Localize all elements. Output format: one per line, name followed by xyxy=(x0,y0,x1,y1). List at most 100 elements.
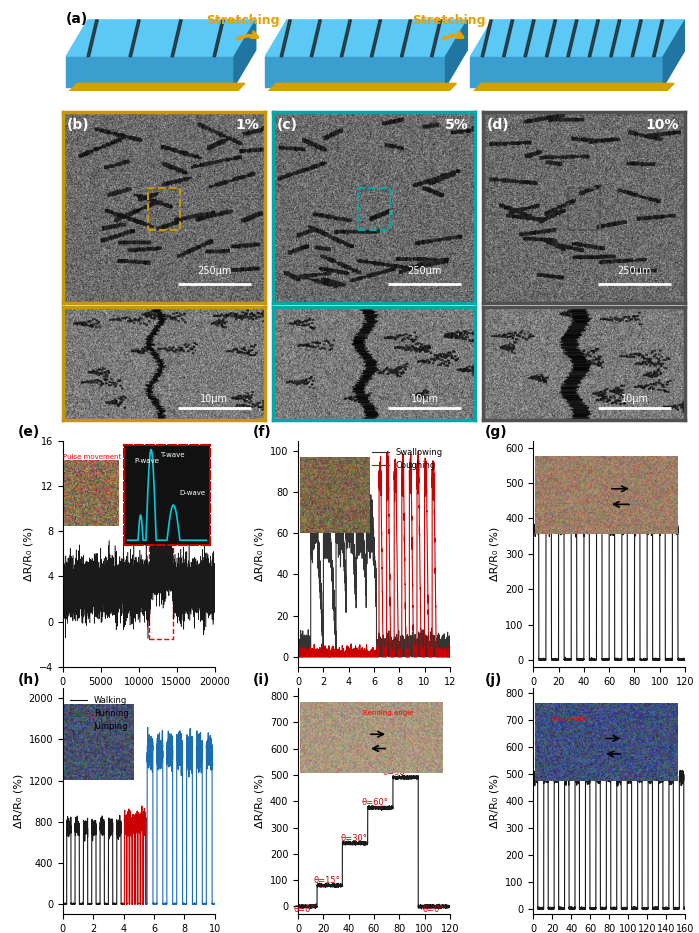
Line: Jumping: Jumping xyxy=(146,728,215,904)
Line: Swallowing: Swallowing xyxy=(298,482,450,657)
Running xyxy=(125,898,134,910)
Polygon shape xyxy=(66,83,245,95)
Polygon shape xyxy=(431,20,442,57)
Coughing xyxy=(311,648,319,660)
Y-axis label: ΔR/R₀ (%): ΔR/R₀ (%) xyxy=(489,774,500,829)
Polygon shape xyxy=(129,20,140,57)
Text: (f): (f) xyxy=(252,425,271,439)
Text: (d): (d) xyxy=(487,118,510,132)
Text: θ=90°: θ=90° xyxy=(382,768,409,777)
Text: 250μm: 250μm xyxy=(197,266,231,276)
Running xyxy=(130,828,138,839)
Polygon shape xyxy=(503,20,514,57)
Swallowing xyxy=(442,646,451,657)
Swallowing xyxy=(311,530,319,541)
Polygon shape xyxy=(470,57,663,87)
Jumping xyxy=(210,898,219,910)
Text: 250μm: 250μm xyxy=(408,266,442,276)
Polygon shape xyxy=(265,83,456,95)
Polygon shape xyxy=(87,20,99,57)
Swallowing xyxy=(320,518,329,529)
Bar xyxy=(149,542,173,639)
Line: Walking: Walking xyxy=(63,815,124,904)
Coughing xyxy=(446,651,454,662)
Text: (j): (j) xyxy=(484,673,502,687)
Polygon shape xyxy=(171,20,182,57)
Polygon shape xyxy=(589,20,600,57)
Walking xyxy=(89,819,98,830)
Polygon shape xyxy=(234,20,256,87)
Y-axis label: ΔR/R₀ (%): ΔR/R₀ (%) xyxy=(13,774,23,829)
Text: 10μm: 10μm xyxy=(201,394,229,404)
Y-axis label: ΔR/R₀ (%): ΔR/R₀ (%) xyxy=(489,527,500,581)
Polygon shape xyxy=(653,20,664,57)
Polygon shape xyxy=(310,20,322,57)
Running xyxy=(120,898,128,910)
Running xyxy=(135,818,143,829)
Polygon shape xyxy=(567,20,578,57)
Jumping xyxy=(168,731,176,742)
Bar xyxy=(568,188,600,230)
Coughing xyxy=(359,645,367,656)
Jumping xyxy=(142,898,150,910)
Text: (g): (g) xyxy=(484,425,507,439)
Text: θ=60°: θ=60° xyxy=(362,798,389,807)
Y-axis label: ΔR/R₀ (%): ΔR/R₀ (%) xyxy=(23,527,34,581)
Walking xyxy=(120,898,128,910)
Running xyxy=(138,801,146,812)
Polygon shape xyxy=(66,20,256,57)
Walking xyxy=(101,898,109,910)
Polygon shape xyxy=(265,20,468,57)
Polygon shape xyxy=(610,20,621,57)
Swallowing xyxy=(322,477,331,488)
Text: 250μm: 250μm xyxy=(617,266,651,276)
Polygon shape xyxy=(445,20,468,87)
Polygon shape xyxy=(470,20,685,57)
Polygon shape xyxy=(213,20,224,57)
Text: 5%: 5% xyxy=(445,118,469,132)
Polygon shape xyxy=(470,83,674,95)
X-axis label: Time (s): Time (s) xyxy=(586,692,632,703)
Polygon shape xyxy=(524,20,535,57)
Jumping xyxy=(189,898,197,909)
Y-axis label: ΔR/R₀ (%): ΔR/R₀ (%) xyxy=(254,527,264,581)
Bar xyxy=(147,188,180,230)
Coughing xyxy=(415,445,423,456)
X-axis label: Time (ms): Time (ms) xyxy=(110,692,167,703)
Text: (b): (b) xyxy=(67,118,89,132)
Jumping xyxy=(143,722,152,733)
Walking xyxy=(115,823,124,834)
Text: θ=30°: θ=30° xyxy=(340,834,367,842)
Running xyxy=(120,898,128,910)
Polygon shape xyxy=(340,20,352,57)
Polygon shape xyxy=(370,20,382,57)
Polygon shape xyxy=(545,20,556,57)
Swallowing xyxy=(295,651,303,662)
Walking xyxy=(70,898,78,910)
Walking xyxy=(59,898,67,910)
Text: 10μm: 10μm xyxy=(621,394,649,404)
Running xyxy=(142,824,150,835)
Polygon shape xyxy=(265,57,445,87)
Text: (i): (i) xyxy=(252,673,270,687)
Text: θ=0°: θ=0° xyxy=(423,905,444,914)
Running xyxy=(124,813,132,824)
Text: Stretching: Stretching xyxy=(412,14,485,27)
Line: Coughing: Coughing xyxy=(298,451,450,657)
Polygon shape xyxy=(631,20,642,57)
Coughing xyxy=(352,651,361,662)
X-axis label: Time (s): Time (s) xyxy=(352,692,396,703)
Jumping xyxy=(157,744,165,755)
Text: (h): (h) xyxy=(17,673,40,687)
Polygon shape xyxy=(663,20,685,87)
Line: Running: Running xyxy=(124,806,146,904)
Text: θ=0°: θ=0° xyxy=(294,905,315,914)
Swallowing xyxy=(352,491,361,502)
Walking xyxy=(86,898,94,909)
Text: 10μm: 10μm xyxy=(410,394,438,404)
Jumping xyxy=(170,898,178,909)
Polygon shape xyxy=(401,20,412,57)
Text: 1%: 1% xyxy=(235,118,259,132)
Text: (e): (e) xyxy=(17,425,40,439)
Text: Stretching: Stretching xyxy=(207,14,280,27)
